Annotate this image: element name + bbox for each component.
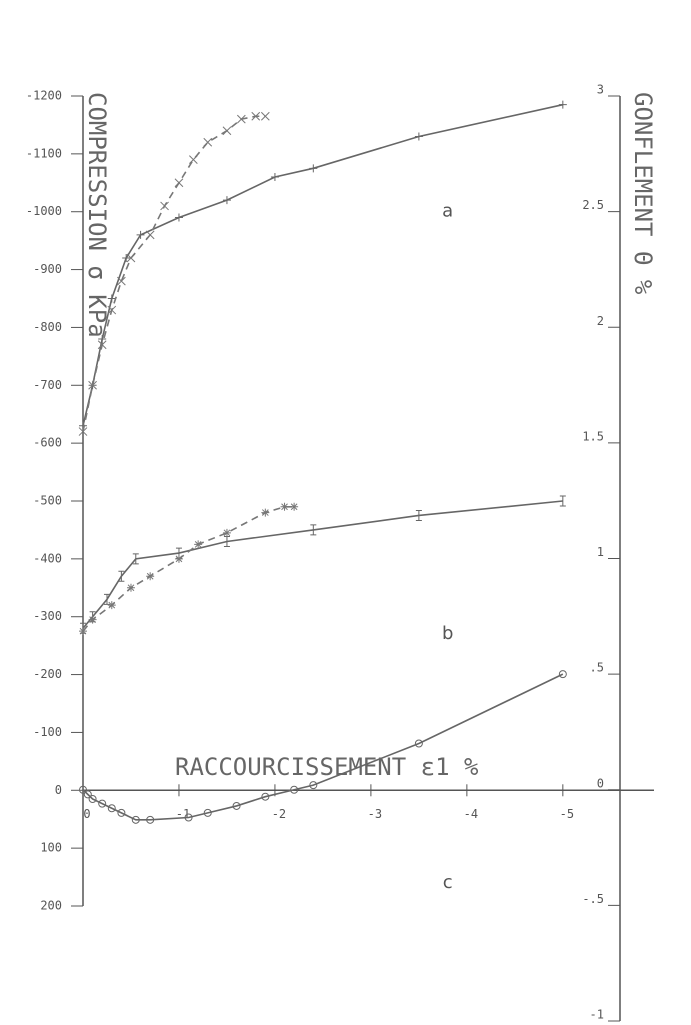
marker [222, 126, 232, 136]
marker [290, 502, 299, 511]
marker [118, 570, 125, 582]
marker [145, 230, 155, 240]
x-tick-label: -3 [368, 807, 382, 821]
series-line [82, 673, 564, 821]
marker [174, 178, 184, 188]
x-tick-label: 0 [83, 807, 90, 821]
marker [261, 508, 270, 517]
marker [146, 572, 155, 581]
marker [310, 524, 317, 536]
marker [261, 792, 270, 801]
marker [174, 213, 183, 222]
y2-tick-label: 2 [597, 314, 604, 328]
y-tick-label: -500 [33, 494, 62, 508]
marker [131, 815, 140, 824]
marker [290, 785, 299, 794]
marker [260, 111, 270, 121]
marker [103, 593, 110, 605]
marker [107, 305, 117, 315]
marker [146, 815, 155, 824]
marker [117, 276, 126, 286]
marker [107, 804, 116, 813]
marker [88, 380, 97, 390]
marker [414, 132, 423, 141]
y2-tick-label: 3 [597, 83, 604, 97]
y-tick-label: -1100 [26, 146, 62, 160]
y-tick-label: -700 [33, 378, 62, 392]
y2-tick-label: 1.5 [582, 429, 604, 443]
y-tick-label: -300 [33, 609, 62, 623]
marker [558, 670, 567, 679]
y2-tick-label: 1 [597, 545, 604, 559]
marker [280, 502, 289, 511]
marker [222, 528, 231, 537]
marker [88, 615, 97, 624]
series-line [82, 103, 564, 426]
y-axis-label: COMPRESSION σ KPa [83, 92, 111, 338]
y2-axis-label: GONFLEMENT Θ % [629, 92, 657, 295]
y-tick-label: -800 [33, 320, 62, 334]
marker [126, 583, 135, 592]
y-tick-label: 100 [40, 841, 62, 855]
marker [88, 795, 97, 803]
marker [79, 785, 87, 794]
marker [203, 808, 212, 817]
marker [203, 137, 213, 147]
y-tick-label: 200 [40, 899, 62, 913]
marker [251, 111, 261, 121]
marker [122, 254, 131, 262]
marker [415, 509, 422, 521]
marker [160, 201, 169, 211]
marker [78, 427, 88, 436]
y-tick-label: -900 [33, 262, 62, 276]
marker [79, 627, 87, 636]
y-tick-label: -400 [33, 551, 62, 565]
marker [117, 808, 126, 817]
y-tick-label: -1000 [26, 204, 62, 218]
series-line [82, 505, 295, 632]
y2-tick-label: 0 [597, 776, 604, 790]
y2-tick-label: .5 [590, 661, 604, 675]
marker [136, 230, 145, 239]
marker [232, 801, 241, 810]
marker [222, 196, 231, 205]
marker [107, 294, 116, 303]
marker [558, 100, 567, 109]
annotation: c [443, 872, 453, 893]
marker [270, 173, 279, 181]
marker [126, 253, 136, 263]
marker [309, 164, 318, 173]
y-tick-label: 0 [55, 783, 62, 797]
marker [194, 540, 203, 549]
x-tick-label: -4 [464, 807, 478, 821]
marker [236, 114, 246, 124]
x-axis-label: RACCOURCISSEMENT ε1 % [175, 753, 479, 781]
x-tick-label: -2 [272, 807, 286, 821]
marker [174, 554, 183, 563]
annotation: a [442, 201, 453, 222]
marker [309, 781, 318, 790]
marker [189, 155, 198, 164]
y-tick-label: -1200 [26, 89, 62, 103]
marker [83, 790, 92, 799]
marker [97, 340, 107, 350]
marker [107, 601, 116, 610]
y2-tick-label: -1 [590, 1008, 604, 1022]
y-tick-label: -600 [33, 436, 62, 450]
y-tick-label: -100 [33, 725, 62, 739]
series-line [82, 500, 563, 629]
marker [559, 495, 566, 507]
y2-tick-label: 2.5 [582, 198, 604, 212]
x-tick-label: -5 [560, 807, 574, 821]
marker [132, 553, 139, 565]
marker [414, 739, 423, 748]
annotation: b [442, 623, 453, 644]
y2-tick-label: -.5 [582, 892, 604, 906]
marker [184, 813, 193, 822]
marker [98, 335, 107, 343]
y-tick-label: -200 [33, 667, 62, 681]
marker [98, 799, 107, 808]
